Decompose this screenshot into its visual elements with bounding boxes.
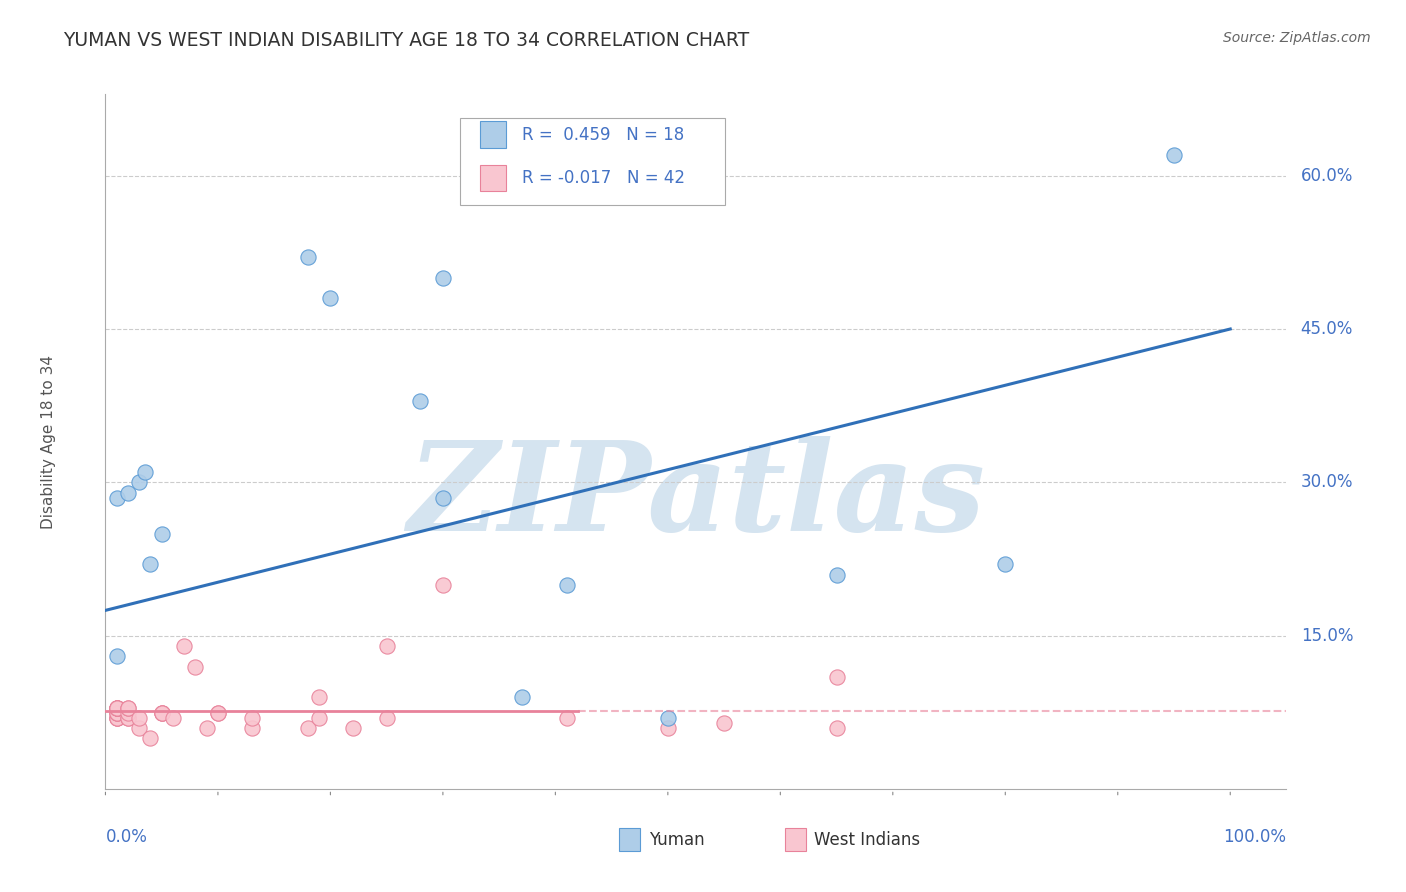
Point — [105, 706, 128, 720]
Point — [117, 700, 139, 714]
Point — [195, 721, 218, 735]
Text: 30.0%: 30.0% — [1301, 474, 1353, 491]
Point — [162, 711, 184, 725]
Point — [825, 567, 848, 582]
Point — [150, 706, 173, 720]
FancyBboxPatch shape — [479, 121, 506, 148]
Point — [105, 649, 128, 664]
Point — [240, 721, 263, 735]
Point — [150, 706, 173, 720]
Text: ZIPatlas: ZIPatlas — [406, 436, 986, 558]
Point — [105, 700, 128, 714]
Point — [139, 731, 162, 746]
Point — [297, 251, 319, 265]
Point — [105, 491, 128, 505]
Point — [409, 393, 432, 408]
Text: Disability Age 18 to 34: Disability Age 18 to 34 — [41, 354, 56, 529]
Point — [375, 639, 398, 653]
Point — [308, 711, 330, 725]
Text: 45.0%: 45.0% — [1301, 320, 1353, 338]
Text: R =  0.459   N = 18: R = 0.459 N = 18 — [523, 126, 685, 144]
Point — [555, 578, 578, 592]
Point — [105, 700, 128, 714]
Point — [105, 700, 128, 714]
Point — [128, 721, 150, 735]
Point — [117, 711, 139, 725]
Point — [308, 690, 330, 705]
Text: Source: ZipAtlas.com: Source: ZipAtlas.com — [1223, 31, 1371, 45]
FancyBboxPatch shape — [460, 118, 725, 205]
Point — [128, 475, 150, 490]
Text: YUMAN VS WEST INDIAN DISABILITY AGE 18 TO 34 CORRELATION CHART: YUMAN VS WEST INDIAN DISABILITY AGE 18 T… — [63, 31, 749, 50]
Text: West Indians: West Indians — [814, 830, 920, 848]
Point — [105, 711, 128, 725]
Point — [207, 706, 229, 720]
Point — [825, 721, 848, 735]
Point — [105, 706, 128, 720]
Point — [105, 711, 128, 725]
Point — [139, 558, 162, 572]
Text: R = -0.017   N = 42: R = -0.017 N = 42 — [523, 169, 685, 186]
Point — [117, 485, 139, 500]
Point — [128, 711, 150, 725]
Point — [825, 670, 848, 684]
Point — [375, 711, 398, 725]
Point — [105, 700, 128, 714]
Point — [207, 706, 229, 720]
Point — [432, 491, 454, 505]
Text: 100.0%: 100.0% — [1223, 828, 1286, 846]
Point — [173, 639, 195, 653]
FancyBboxPatch shape — [785, 829, 806, 851]
Point — [994, 558, 1017, 572]
Point — [117, 700, 139, 714]
Point — [297, 721, 319, 735]
Point — [117, 706, 139, 720]
Point — [134, 465, 156, 479]
Point — [713, 715, 735, 730]
Point — [184, 659, 207, 673]
Point — [150, 706, 173, 720]
Point — [105, 711, 128, 725]
Point — [342, 721, 364, 735]
Point — [319, 291, 342, 305]
Point — [657, 721, 679, 735]
Text: 0.0%: 0.0% — [105, 828, 148, 846]
Point — [657, 711, 679, 725]
Text: 60.0%: 60.0% — [1301, 167, 1353, 185]
FancyBboxPatch shape — [479, 165, 506, 191]
Text: 15.0%: 15.0% — [1301, 627, 1353, 645]
Point — [432, 578, 454, 592]
Point — [105, 706, 128, 720]
Point — [555, 711, 578, 725]
Point — [240, 711, 263, 725]
Text: Yuman: Yuman — [648, 830, 704, 848]
Point — [105, 700, 128, 714]
Point — [1163, 148, 1185, 162]
Point — [150, 526, 173, 541]
Point — [117, 711, 139, 725]
Point — [432, 270, 454, 285]
Point — [510, 690, 533, 705]
FancyBboxPatch shape — [619, 829, 641, 851]
